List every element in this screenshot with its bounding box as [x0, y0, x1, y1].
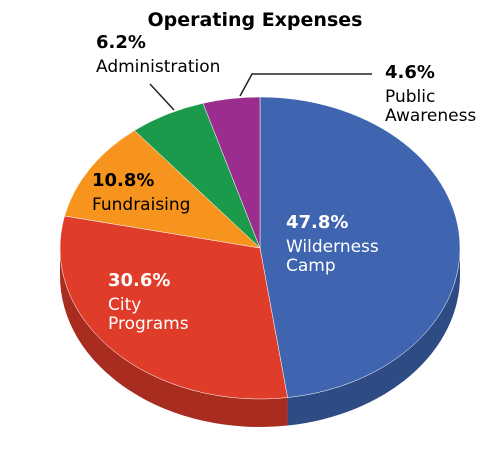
slice-side: [60, 248, 288, 427]
value-label: 30.6%: [108, 270, 170, 291]
slice: [259, 96, 461, 398]
value-label: 10.8%: [92, 170, 154, 191]
slice: [202, 96, 261, 249]
value-label: 47.8%: [286, 212, 348, 233]
category-label: Fundraising: [92, 195, 190, 215]
leader-line: [149, 83, 175, 111]
slice-side: [287, 248, 460, 426]
category-label: Wilderness Camp: [286, 237, 379, 276]
value-label: 6.2%: [96, 32, 146, 53]
value-label: 4.6%: [385, 62, 435, 83]
slice: [64, 130, 261, 249]
category-label: Administration: [96, 57, 220, 77]
leader-line: [239, 73, 372, 97]
category-label: City Programs: [108, 295, 189, 334]
category-label: Public Awareness: [385, 87, 476, 126]
slice: [59, 215, 288, 400]
chart-title: Operating Expenses: [148, 9, 363, 31]
